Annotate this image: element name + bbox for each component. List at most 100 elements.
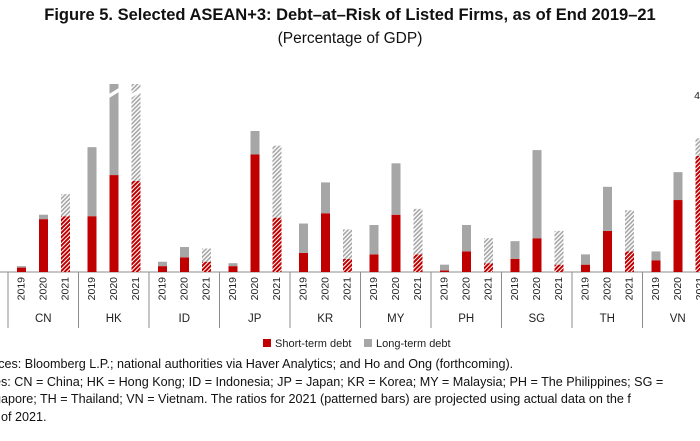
vn-2021-value-annotation: 45 <box>694 90 700 102</box>
bar-my-2019-short-term <box>369 254 379 272</box>
bar-th-2021-long-term <box>625 210 634 252</box>
bar-sg-2021-long-term <box>554 230 564 265</box>
bar-cn-2020-short-term <box>39 219 48 272</box>
year-tick-label: 2021 <box>342 277 354 301</box>
bar-hk-2019-long-term <box>87 147 97 217</box>
figure-subtitle: (Percentage of GDP) <box>277 30 423 47</box>
year-tick-label: 2021 <box>483 277 495 301</box>
axis-break-marker <box>129 87 143 99</box>
year-tick-label: 2021 <box>412 277 424 301</box>
bar-kr-2019-short-term <box>299 252 308 272</box>
year-tick-label: 2019 <box>86 277 98 301</box>
axis-break-marker <box>107 87 121 99</box>
bar-hk-2020-short-term <box>109 175 119 272</box>
year-tick-label: 2020 <box>602 277 614 301</box>
bar-ph-2019-short-term <box>440 270 449 272</box>
bar-cn-2019-long-term <box>17 266 26 268</box>
bar-jp-2019-long-term <box>228 263 238 267</box>
year-tick-label: 2021 <box>624 277 636 301</box>
country-label-th: TH <box>600 313 615 325</box>
year-tick-label: 2020 <box>249 277 261 301</box>
country-label-id: ID <box>179 313 191 325</box>
bar-ph-2020-short-term <box>462 251 471 272</box>
bar-vn-2020-short-term <box>673 200 683 272</box>
year-tick-label: 2020 <box>108 277 120 301</box>
year-tick-label: 2020 <box>531 277 543 301</box>
bar-th-2019-short-term <box>581 264 590 272</box>
bar-cn-2020-long-term <box>39 214 48 220</box>
country-label-cn: CN <box>35 313 52 325</box>
year-tick-label: 2020 <box>390 277 402 301</box>
year-tick-label: 2019 <box>509 277 521 301</box>
notes-text-line-1: es: CN = China; HK = Hong Kong; ID = Ind… <box>0 374 664 389</box>
sources-text: rces: Bloomberg L.P.; national authoriti… <box>0 357 514 371</box>
debt-at-risk-chart: 2019 2020 2021 CN 2019 2020 2021 HK 2019 2020 2021… <box>0 84 700 350</box>
bar-jp-2020-long-term <box>250 131 260 155</box>
bar-jp-2021-long-term <box>272 145 282 218</box>
bar-vn-2019-long-term <box>651 251 661 261</box>
bar-my-2021-short-term <box>413 254 423 272</box>
year-tick-label: 2019 <box>580 277 592 301</box>
legend-label-long-term: Long-term debt <box>376 338 451 350</box>
year-tick-label: 2020 <box>38 277 50 301</box>
country-label-jp: JP <box>248 313 262 325</box>
legend-swatch-short-term <box>263 339 271 347</box>
legend-label-short-term: Short-term debt <box>275 338 351 350</box>
bar-jp-2020-short-term <box>250 154 260 272</box>
year-tick-label: 2019 <box>439 277 451 301</box>
country-label-ph: PH <box>458 313 474 325</box>
bar-my-2020-short-term <box>391 214 401 272</box>
bar-th-2020-long-term <box>603 186 612 231</box>
chart-notes: rces: Bloomberg L.P.; national authoriti… <box>0 356 700 426</box>
bar-kr-2021-long-term <box>343 229 352 259</box>
bar-ph-2019-long-term <box>440 264 449 271</box>
year-tick-label: 2019 <box>298 277 310 301</box>
bar-id-2019-short-term <box>158 266 167 272</box>
bar-kr-2020-short-term <box>321 213 330 272</box>
year-tick-label: 2019 <box>16 277 28 301</box>
year-tick-label: 2021 <box>130 277 142 301</box>
figure-title: Figure 5. Selected ASEAN+3: Debt–at–Risk… <box>44 6 656 24</box>
country-label-hk: HK <box>106 313 122 325</box>
bar-sg-2020-long-term <box>532 150 542 239</box>
bar-kr-2019-long-term <box>299 223 308 253</box>
bar-hk-2020-long-term <box>109 84 119 176</box>
bar-hk-2019-short-term <box>87 216 97 272</box>
year-tick-label: 2021 <box>60 277 72 301</box>
year-tick-label: 2021 <box>201 277 213 301</box>
bar-jp-2021-short-term <box>272 217 282 272</box>
year-tick-label: 2020 <box>320 277 332 301</box>
bar-vn-2021-short-term <box>695 155 700 272</box>
country-label-sg: SG <box>528 313 545 325</box>
bar-id-2021-long-term <box>202 248 211 262</box>
bar-id-2020-short-term <box>180 257 189 272</box>
bar-sg-2021-short-term <box>554 264 564 272</box>
bar-hk-2021-long-term <box>131 84 141 181</box>
bar-my-2021-long-term <box>413 208 423 255</box>
bar-kr-2021-short-term <box>343 258 352 272</box>
year-tick-label: 2019 <box>368 277 380 301</box>
year-tick-label: 2021 <box>553 277 565 301</box>
year-tick-label: 2021 <box>271 277 283 301</box>
year-tick-label: 2019 <box>227 277 239 301</box>
bar-sg-2019-short-term <box>510 258 520 272</box>
country-label-kr: KR <box>317 313 333 325</box>
bar-id-2019-long-term <box>158 261 167 267</box>
year-tick-label: 2020 <box>672 277 684 301</box>
notes-text-line-2: gapore; TH = Thailand; VN = Vietnam. The… <box>0 392 631 406</box>
bar-ph-2020-long-term <box>462 225 471 252</box>
bar-th-2020-short-term <box>603 230 612 272</box>
bar-th-2021-short-term <box>625 251 634 272</box>
year-tick-label: 2019 <box>157 277 169 301</box>
year-tick-label: 2021 <box>694 277 700 301</box>
bar-hk-2021-short-term <box>131 180 141 272</box>
bar-vn-2019-short-term <box>651 260 661 272</box>
bar-ph-2021-long-term <box>484 238 493 264</box>
bar-my-2020-long-term <box>391 163 401 215</box>
country-label-my: MY <box>387 313 405 325</box>
year-tick-label: 2020 <box>179 277 191 301</box>
bar-ph-2021-short-term <box>484 263 493 272</box>
notes-text-line-3: f of 2021. <box>0 409 47 424</box>
bar-vn-2020-long-term <box>673 172 683 201</box>
bar-kr-2020-long-term <box>321 182 330 214</box>
